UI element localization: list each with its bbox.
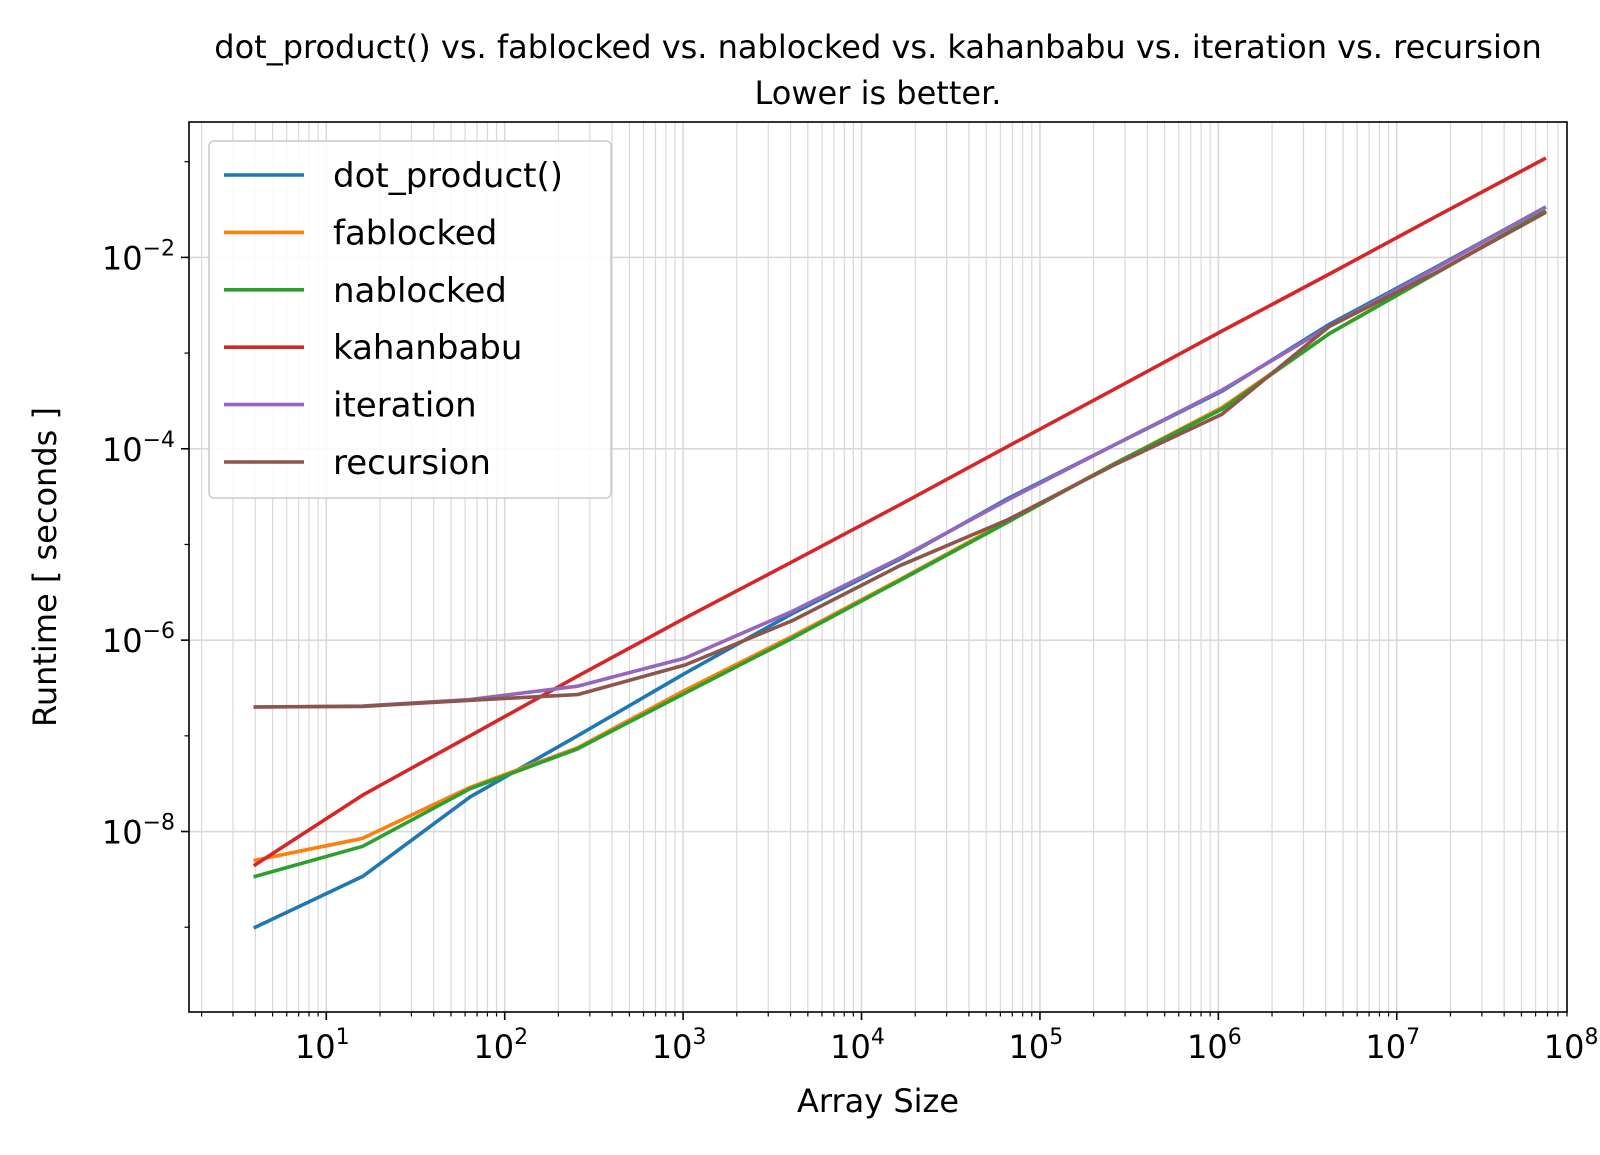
legend-items: dot_product() fablocked nablocked kahanbabu… xyxy=(224,156,563,483)
y-tick-label: 10−8 xyxy=(102,811,175,852)
series-line-nablocked xyxy=(253,209,1547,879)
legend-label: iteration xyxy=(333,386,477,426)
x-tick-label: 106 xyxy=(1187,1025,1242,1066)
legend-item: iteration xyxy=(224,386,477,426)
x-axis-label: Array Size xyxy=(797,1082,959,1120)
series-layer xyxy=(252,156,1547,930)
x-tick-label: 103 xyxy=(652,1025,707,1066)
x-tick-label: 104 xyxy=(830,1025,885,1066)
legend: dot_product() fablocked nablocked kahanbabu… xyxy=(208,140,612,499)
chart-title: dot_product() vs. fablocked vs. nablocke… xyxy=(214,28,1541,66)
chart-subtitle: Lower is better. xyxy=(755,74,1002,112)
legend-label: fablocked xyxy=(333,213,497,253)
x-tick-label: 107 xyxy=(1365,1025,1420,1066)
legend-item: dot_product() xyxy=(224,156,563,196)
y-tick-label: 10−6 xyxy=(102,619,175,660)
y-tick-label: 10−4 xyxy=(102,428,175,469)
x-tick-label: 101 xyxy=(295,1025,350,1066)
series-line-recursion xyxy=(253,210,1547,709)
x-tick-label: 108 xyxy=(1544,1025,1599,1066)
tick-layer: 101 102 103 104 105 106 107 108 10−8 10−6 10−4 10−2 xyxy=(102,161,1599,1066)
legend-item: fablocked xyxy=(224,213,497,253)
x-tick-label: 105 xyxy=(1009,1025,1064,1066)
plot-frame xyxy=(188,121,1568,1013)
legend-label: kahanbabu xyxy=(333,328,522,368)
legend-item: kahanbabu xyxy=(224,328,522,368)
series-line-kahanbabu xyxy=(252,156,1547,868)
legend-label: recursion xyxy=(333,443,491,483)
y-tick-label: 10−2 xyxy=(102,236,175,277)
y-axis-label: Runtime [ seconds ] xyxy=(26,407,64,727)
legend-item: recursion xyxy=(224,443,491,483)
legend-frame xyxy=(208,140,612,499)
legend-label: nablocked xyxy=(333,271,507,311)
x-tick-label: 102 xyxy=(473,1025,528,1066)
legend-label: dot_product() xyxy=(333,156,563,196)
legend-item: nablocked xyxy=(224,271,507,311)
